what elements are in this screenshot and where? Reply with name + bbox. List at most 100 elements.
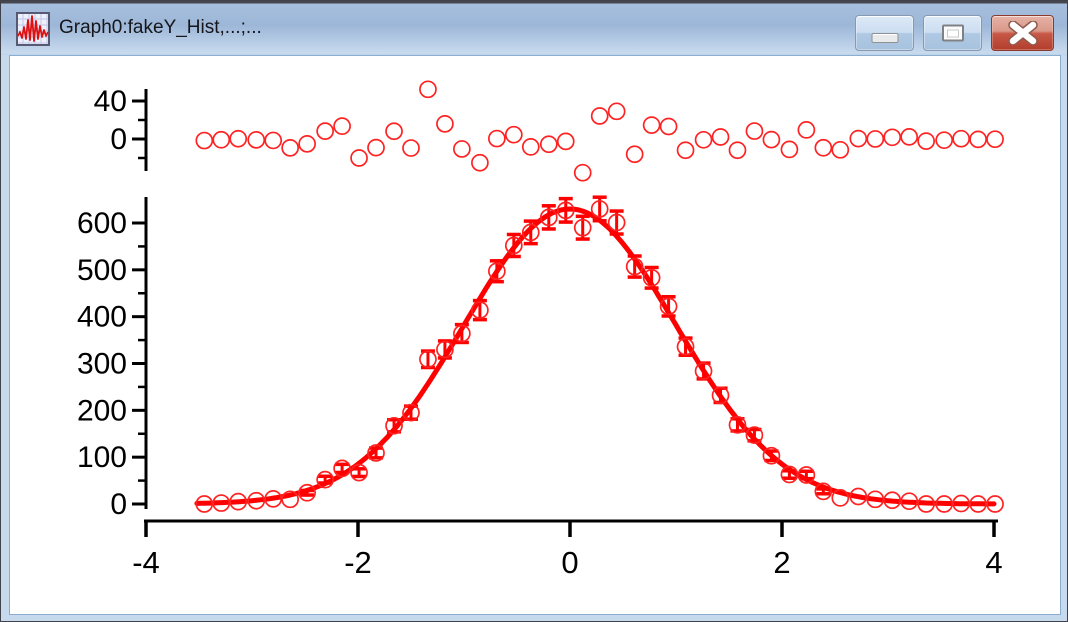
data-point-marker [436,340,454,359]
residual-point-marker [676,141,695,160]
residual-point-marker [316,122,334,140]
residual-point-marker [883,128,902,147]
data-point-marker [471,301,489,319]
data-point-marker [780,465,799,484]
data-point-marker [935,495,954,513]
data-point-marker [333,459,351,478]
data-point-marker [556,201,575,220]
data-point-marker [952,494,970,513]
residual-point-marker [969,130,987,149]
error-bars [300,195,831,497]
residual-point-marker [952,129,970,148]
residual-point-marker [436,114,454,133]
minimize-icon [871,33,898,43]
data-point-marker [659,297,678,316]
data-point-marker [212,494,231,512]
residual-point-marker [866,130,885,148]
residual-point-marker [333,117,351,135]
data-point-marker [350,463,368,482]
residual-point-marker [831,140,850,159]
x-tick-label: 0 [561,545,578,580]
data-point-marker [316,470,334,489]
data-point-marker [625,257,644,276]
data-point-marker [745,426,764,445]
residual-point-marker [402,139,420,157]
data-point-marker [986,495,1004,513]
restore-icon [941,24,964,42]
residual-point-marker [453,140,471,158]
residual-point-marker [694,130,713,149]
data-point-marker [298,483,316,502]
data-point-marker [711,386,730,405]
residual-point-marker [229,129,248,148]
residual-point-marker [814,138,833,157]
restore-button[interactable] [923,15,982,51]
residual-point-marker [556,132,575,151]
close-button[interactable] [991,15,1054,51]
data-point-marker [488,262,506,281]
residual-point-marker [900,128,919,146]
data-point-marker [642,268,661,287]
x-tick-label: 4 [985,545,1002,580]
data-point-marker [453,324,471,343]
residual-point-marker [385,122,403,141]
x-tick-label: 2 [773,545,790,580]
data-point-marker [849,487,868,506]
residual-point-marker [539,135,558,154]
y-tick-label: 200 [77,394,127,427]
residual-point-marker [573,163,592,182]
minimize-button[interactable] [855,15,914,51]
residual-point-marker [917,132,936,150]
data-point-marker [367,444,385,462]
data-point-marker [419,350,437,369]
residual-point-marker [780,140,799,159]
data-point-marker [195,495,214,513]
data-points [195,200,1004,513]
data-point-marker [866,490,885,509]
title-bar[interactable]: Graph0:fakeY_Hist,...;... [1,1,1067,55]
data-point-marker [385,416,403,435]
residual-point-marker [711,128,730,146]
y-tick-label: 400 [77,301,127,334]
x-tick-label: -4 [132,545,160,580]
data-point-marker [814,482,833,501]
residual-point-marker [849,129,868,148]
residual-point-marker [590,107,609,125]
residual-point-marker [264,131,283,150]
data-point-marker [521,223,540,242]
data-point-marker [797,466,816,484]
residual-point-marker [762,130,781,149]
data-point-marker [900,492,919,511]
graph-waveform-icon[interactable] [16,12,50,46]
residual-point-marker [797,121,816,139]
residual-point-marker [488,129,506,148]
data-point-marker [917,495,936,513]
y-tick-label: 300 [77,348,127,381]
axes [132,89,998,537]
data-point-marker [573,218,592,237]
data-point-marker [402,403,420,422]
window-controls [855,15,1054,51]
data-point-marker [281,490,300,509]
close-icon [1007,21,1038,45]
residual-points [195,80,1004,182]
residual-point-marker [986,130,1004,149]
window-title: Graph0:fakeY_Hist,...;... [59,17,262,38]
residual-point-marker [659,117,678,136]
data-point-marker [831,489,850,507]
data-point-marker [694,362,713,380]
residual-point-marker [298,134,316,153]
data-point-marker [607,213,626,232]
residual-point-marker [745,122,764,140]
data-point-marker [264,489,283,508]
residual-point-marker [281,138,300,157]
residual-point-marker [212,130,231,149]
residual-point-marker [642,116,661,134]
residual-point-marker [471,153,489,172]
residual-point-marker [521,138,540,156]
data-point-marker [762,446,781,465]
y-tick-label: 0 [110,488,127,521]
